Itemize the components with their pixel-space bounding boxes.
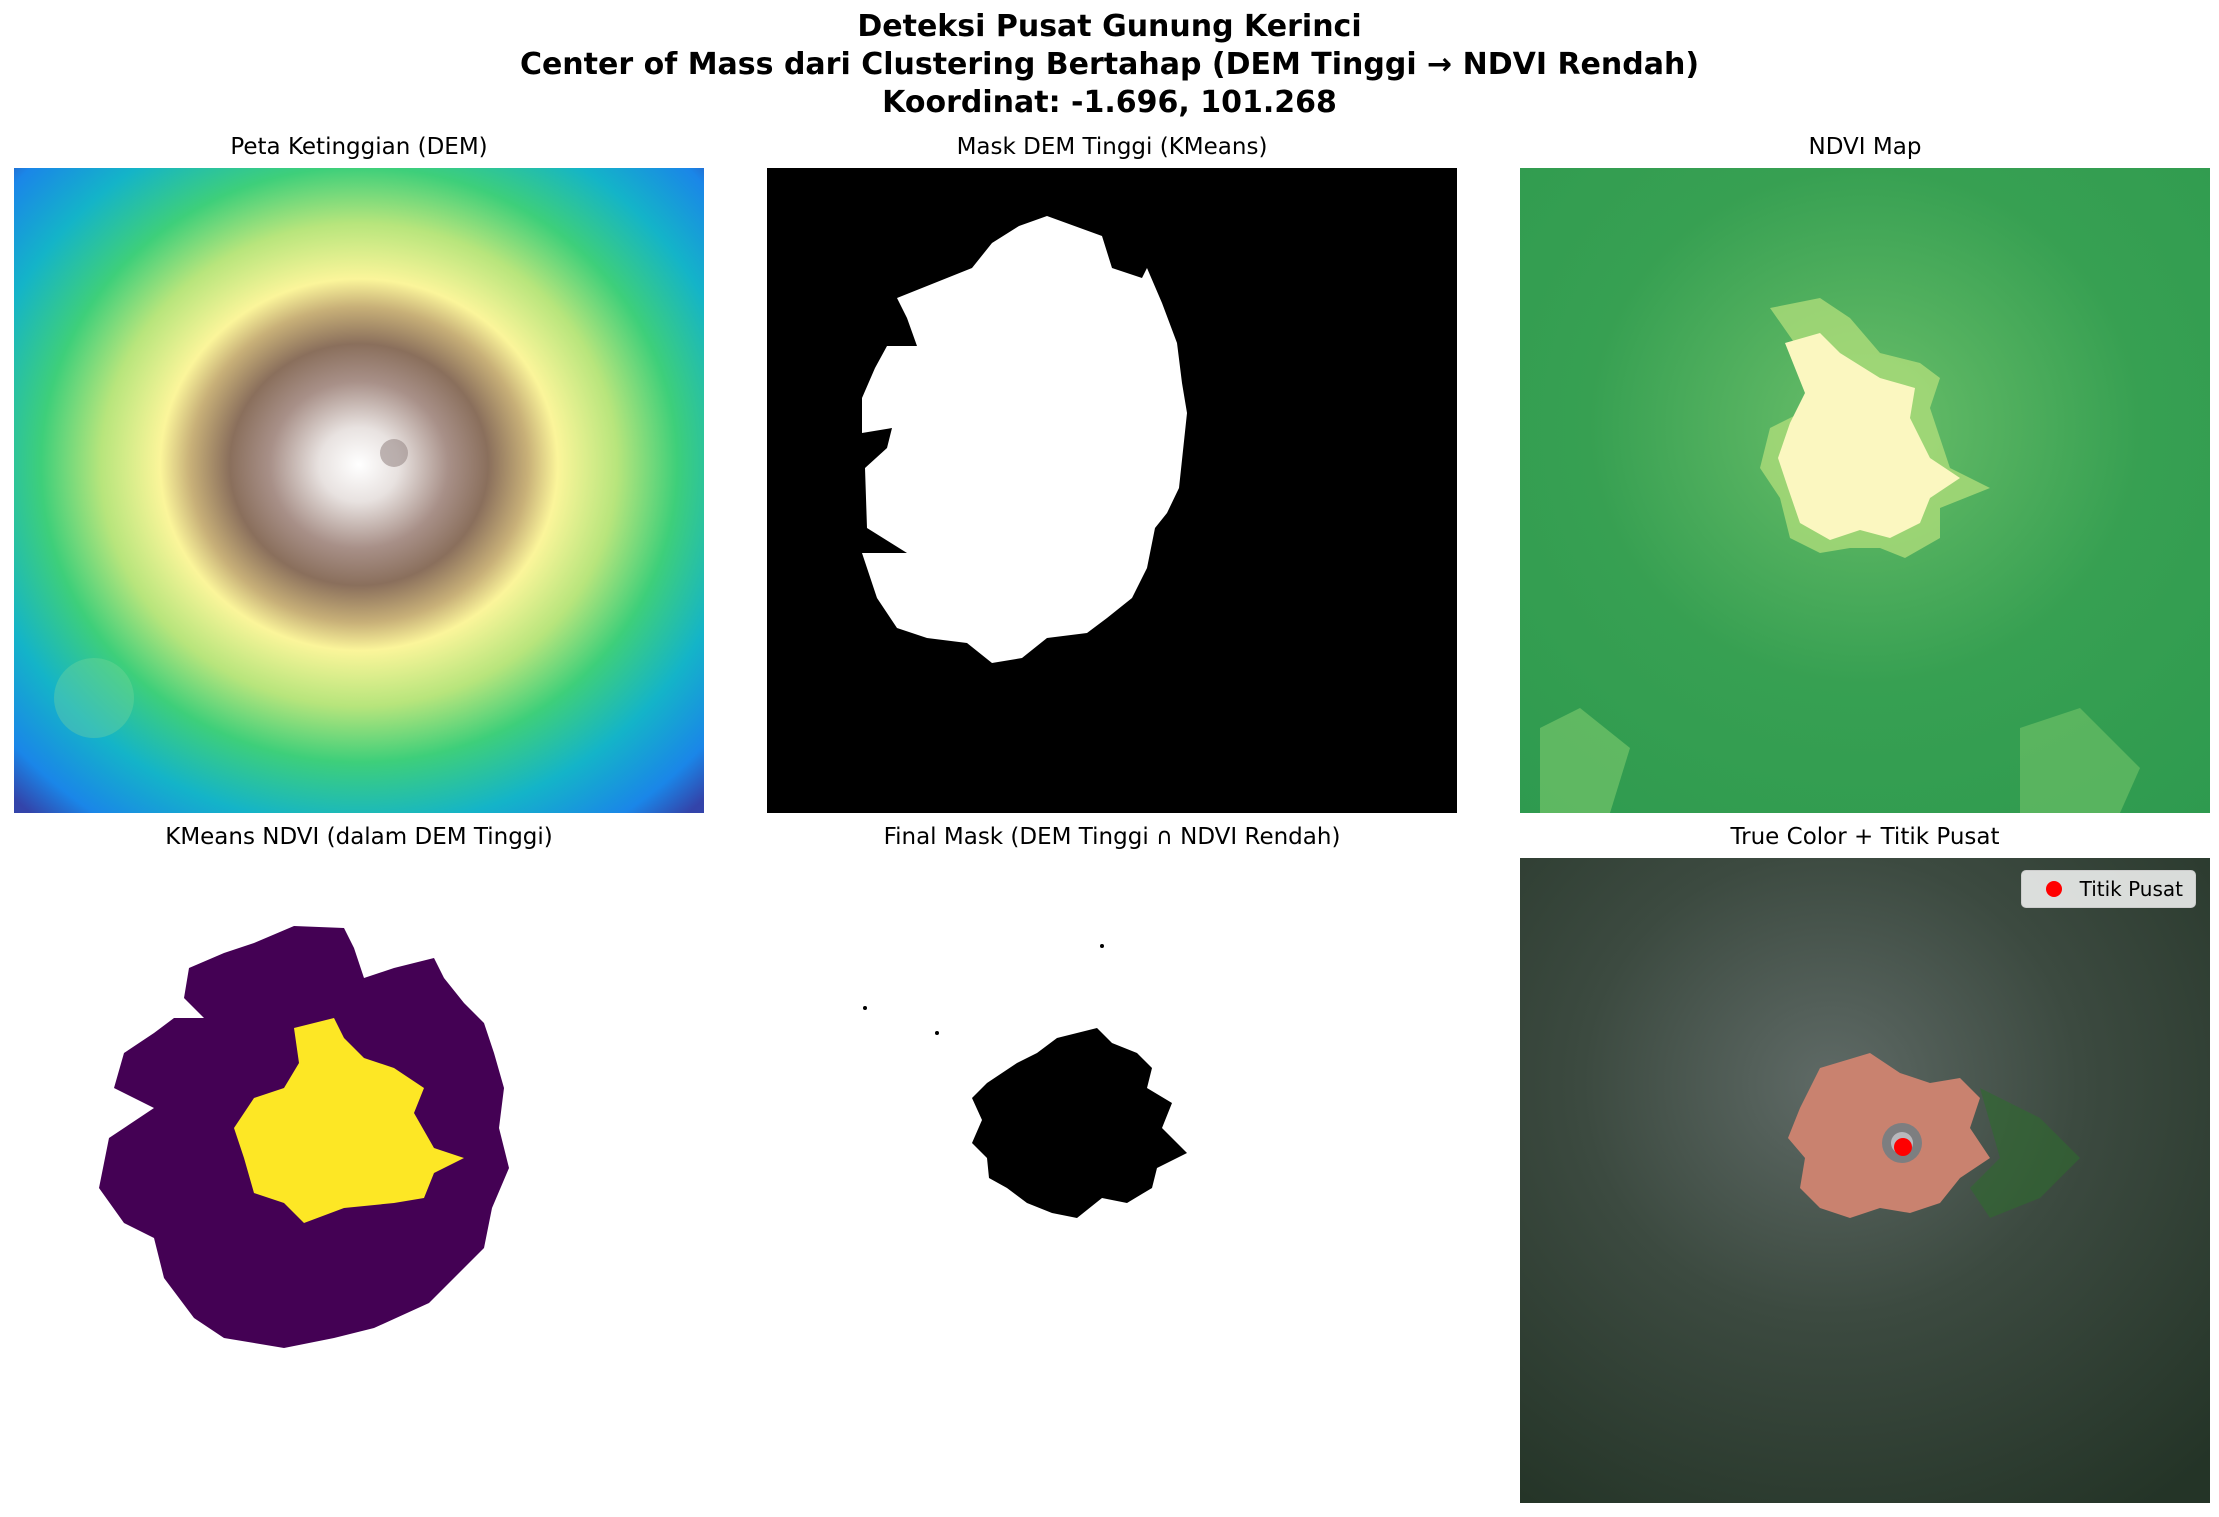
figure-title-line-1: Deteksi Pusat Gunung Kerinci	[857, 9, 1362, 44]
center-point-marker	[1894, 1138, 1912, 1156]
dem-panel-title: Peta Ketinggian (DEM)	[230, 134, 488, 160]
legend-label: Titik Pusat	[2079, 877, 2183, 901]
figure-title: Deteksi Pusat Gunung Kerinci Center of M…	[0, 8, 2219, 122]
ndvi-map	[1520, 168, 2210, 813]
dem-mask-image	[767, 168, 1457, 813]
final-mask-panel-title: Final Mask (DEM Tinggi ∩ NDVI Rendah)	[883, 824, 1341, 850]
dem-map	[14, 168, 704, 813]
figure-title-line-2: Center of Mass dari Clustering Bertahap …	[519, 47, 1700, 82]
true-color-image: Titik Pusat	[1520, 858, 2210, 1503]
kmeans-ndvi-panel-title: KMeans NDVI (dalam DEM Tinggi)	[165, 824, 553, 850]
legend-marker-icon	[2045, 881, 2062, 897]
legend: Titik Pusat	[2020, 870, 2196, 908]
mask-dem-panel-title: Mask DEM Tinggi (KMeans)	[956, 134, 1268, 160]
final-mask-image	[767, 858, 1457, 1503]
kmeans-ndvi-image	[14, 858, 704, 1503]
figure-title-line-3: Koordinat: -1.696, 101.268	[882, 85, 1337, 120]
ndvi-panel-title: NDVI Map	[1808, 134, 1922, 160]
true-color-panel-title: True Color + Titik Pusat	[1730, 824, 2000, 850]
